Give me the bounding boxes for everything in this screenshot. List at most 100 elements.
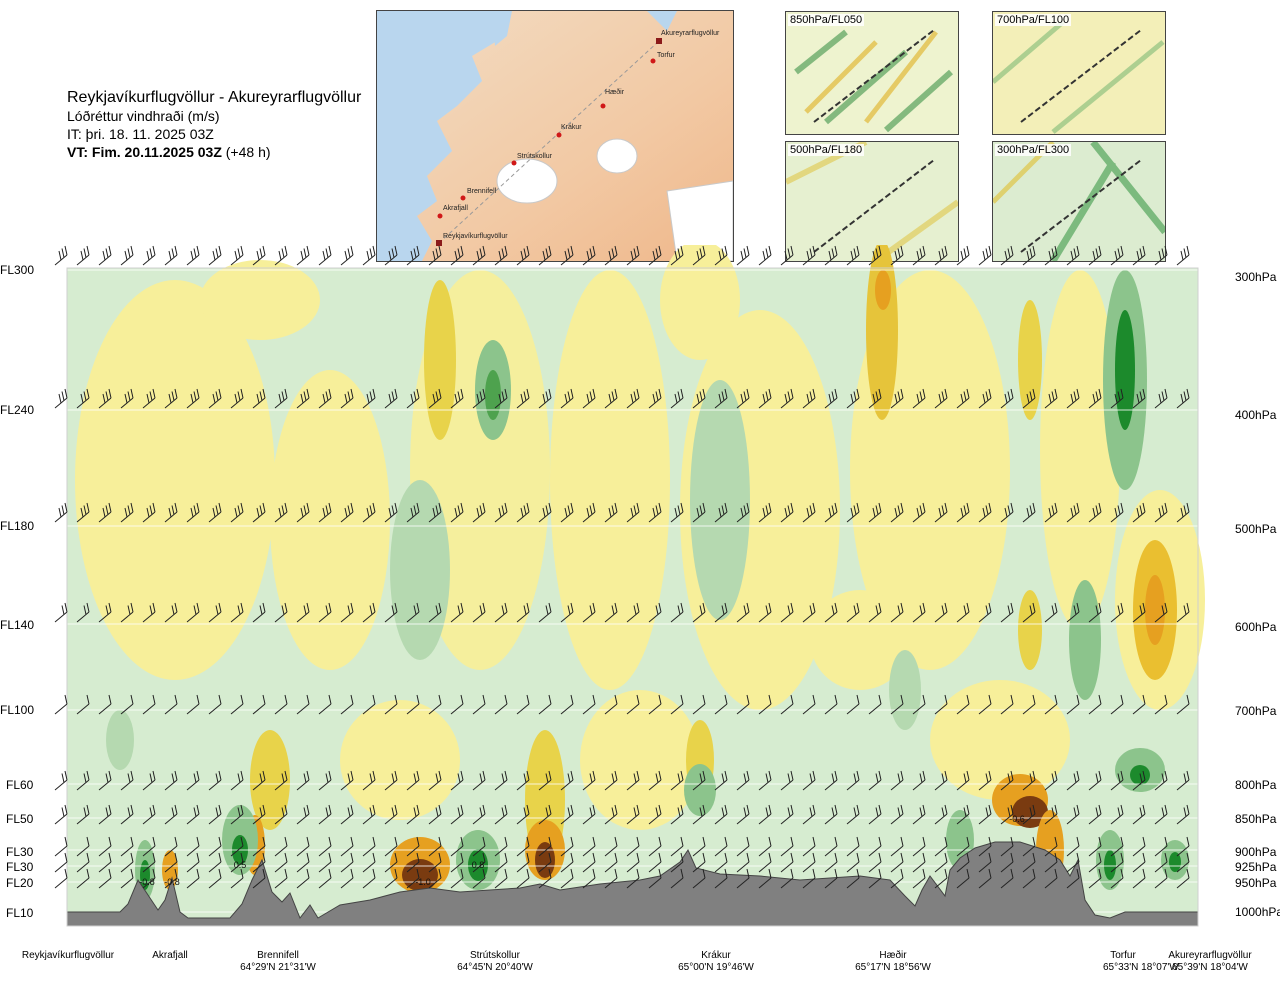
- wind-barb-feather: [614, 836, 618, 847]
- wind-barb-shaft: [274, 845, 288, 857]
- wind-barb: [494, 804, 508, 825]
- wind-barb: [76, 868, 90, 889]
- wind-barb-feather: [922, 502, 926, 513]
- wind-barb-shaft: [252, 813, 266, 825]
- wind-barb-feather: [658, 804, 662, 815]
- wind-barb-shaft: [758, 813, 772, 825]
- wind-barb-feather: [614, 804, 618, 815]
- wind-barb: [472, 770, 486, 791]
- wind-barb-feather: [520, 393, 524, 404]
- wind-barb-feather: [1054, 804, 1058, 815]
- wind-barb: [1066, 836, 1080, 857]
- wind-barb-shaft: [824, 779, 838, 791]
- wind-barb-feather: [1120, 388, 1124, 399]
- wind-barb: [582, 852, 596, 873]
- wind-barb-shaft: [824, 861, 838, 873]
- wind-barb: [714, 804, 728, 825]
- wind-barb: [472, 868, 486, 889]
- wind-barb-feather: [1032, 694, 1036, 705]
- wind-barb-feather: [812, 694, 816, 705]
- wind-barb-feather: [680, 836, 684, 847]
- wind-barb-feather: [966, 804, 970, 815]
- wind-barb: [890, 388, 904, 409]
- wind-barb-shaft: [384, 813, 398, 825]
- wind-barb-feather: [1158, 250, 1162, 261]
- wind-barb-shaft: [582, 703, 596, 715]
- wind-barb-shaft: [296, 611, 310, 623]
- wind-barb-feather: [988, 868, 992, 879]
- wind-barb: [98, 804, 112, 825]
- wind-barb: [1110, 602, 1124, 623]
- wind-barb-feather: [130, 388, 134, 399]
- wind-barb-feather: [542, 393, 546, 404]
- wind-barb-feather: [108, 836, 112, 847]
- wind-barb: [868, 694, 882, 715]
- wind-barb-feather: [416, 388, 420, 399]
- wind-barb-shaft: [868, 813, 882, 825]
- wind-barb-feather: [636, 804, 640, 815]
- wind-barb-feather: [1164, 836, 1168, 847]
- wind-barb-feather: [479, 773, 483, 783]
- wind-barb-shaft: [890, 877, 904, 889]
- wind-barb: [604, 245, 618, 266]
- wind-barb: [406, 868, 420, 889]
- wind-barb-shaft: [164, 845, 178, 857]
- location-label: Akrafjall: [140, 950, 200, 962]
- wind-barb-feather: [614, 694, 618, 705]
- wind-barb-feather: [1026, 393, 1030, 404]
- wind-barb-shaft: [670, 861, 684, 873]
- wind-barb-feather: [394, 868, 398, 879]
- wind-barb: [626, 245, 640, 266]
- wind-barb: [1176, 694, 1190, 715]
- wind-barb-feather: [152, 245, 156, 256]
- wind-barb-feather: [680, 388, 684, 399]
- wind-barb-feather: [391, 605, 395, 615]
- wind-barb-shaft: [340, 861, 354, 873]
- wind-barb-shaft: [1154, 611, 1168, 623]
- wind-barb-feather: [834, 502, 838, 513]
- wind-barb: [494, 836, 508, 857]
- wind-barb-feather: [985, 773, 989, 783]
- wind-barb: [54, 852, 68, 873]
- wind-barb: [824, 502, 838, 523]
- wind-barb-feather: [894, 393, 898, 404]
- wind-barb: [824, 388, 838, 409]
- wind-barb-feather: [1054, 770, 1058, 781]
- wind-barb-shaft: [714, 877, 728, 889]
- wind-barb-shaft: [428, 845, 442, 857]
- map-label-krakur: Krákur: [561, 124, 582, 131]
- wind-barb: [1000, 388, 1014, 409]
- wind-barb-feather: [853, 505, 857, 515]
- wind-barb: [802, 770, 816, 791]
- wind-barb-feather: [61, 605, 65, 615]
- wind-barb-feather: [215, 248, 219, 258]
- wind-barb-feather: [61, 773, 65, 783]
- wind-barb-feather: [878, 804, 882, 815]
- wind-barb-shaft: [868, 877, 882, 889]
- wind-barb: [252, 836, 266, 857]
- wind-barb: [164, 388, 178, 409]
- wind-barb: [692, 694, 706, 715]
- wind-barb-shaft: [428, 703, 442, 715]
- wind-barb-feather: [240, 836, 244, 847]
- wind-barb-feather: [262, 388, 266, 399]
- wind-barb: [296, 836, 310, 857]
- wind-barb: [450, 836, 464, 857]
- wind-barb-shaft: [1088, 703, 1102, 715]
- wind-barb-feather: [944, 245, 948, 256]
- wind-barb-feather: [652, 393, 656, 404]
- wind-barb: [98, 388, 112, 409]
- wind-barb-feather: [762, 507, 766, 518]
- wind-barb-feather: [633, 248, 637, 258]
- wind-barb: [120, 852, 134, 873]
- wind-barb: [120, 502, 134, 523]
- wind-barb: [780, 602, 794, 623]
- wind-barb-shaft: [230, 813, 244, 825]
- wind-barb-feather: [1076, 770, 1080, 781]
- wind-barb-feather: [262, 836, 266, 847]
- wind-barb-feather: [413, 248, 417, 258]
- wind-barb: [1000, 602, 1014, 623]
- wind-barb-shaft: [1044, 845, 1058, 857]
- location-coord: 65°39'N 18°04'W: [1172, 962, 1248, 973]
- wind-barb-feather: [806, 507, 810, 518]
